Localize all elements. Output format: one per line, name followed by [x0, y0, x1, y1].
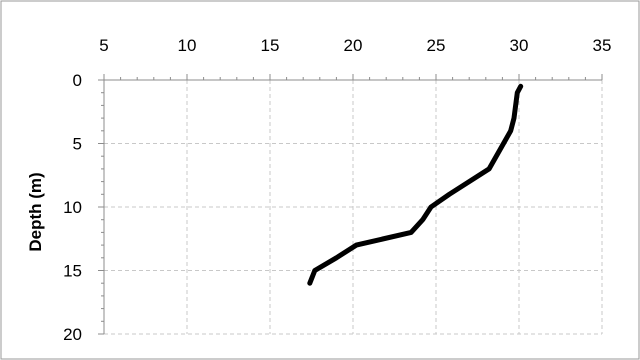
x-tick-label: 20 [344, 36, 363, 55]
y-axis-title: Depth (m) [26, 172, 45, 251]
y-tick-label: 5 [73, 135, 82, 154]
series [307, 83, 524, 286]
series-line [307, 83, 524, 286]
y-tick-label: 15 [63, 262, 82, 281]
y-tick-label: 20 [63, 325, 82, 344]
x-tick-label: 35 [593, 36, 612, 55]
x-tick-label: 10 [178, 36, 197, 55]
y-tick-labels: 0 5 10 15 20 [63, 71, 82, 344]
y-tick-label: 0 [73, 71, 82, 90]
x-tick-label: 15 [261, 36, 280, 55]
x-tick-labels: 5 10 15 20 25 30 35 [99, 36, 611, 55]
axes [98, 74, 603, 335]
x-tick-label: 5 [99, 36, 108, 55]
gridlines [104, 80, 603, 335]
y-tick-label: 10 [63, 198, 82, 217]
x-tick-label: 25 [427, 36, 446, 55]
x-tick-label: 30 [510, 36, 529, 55]
